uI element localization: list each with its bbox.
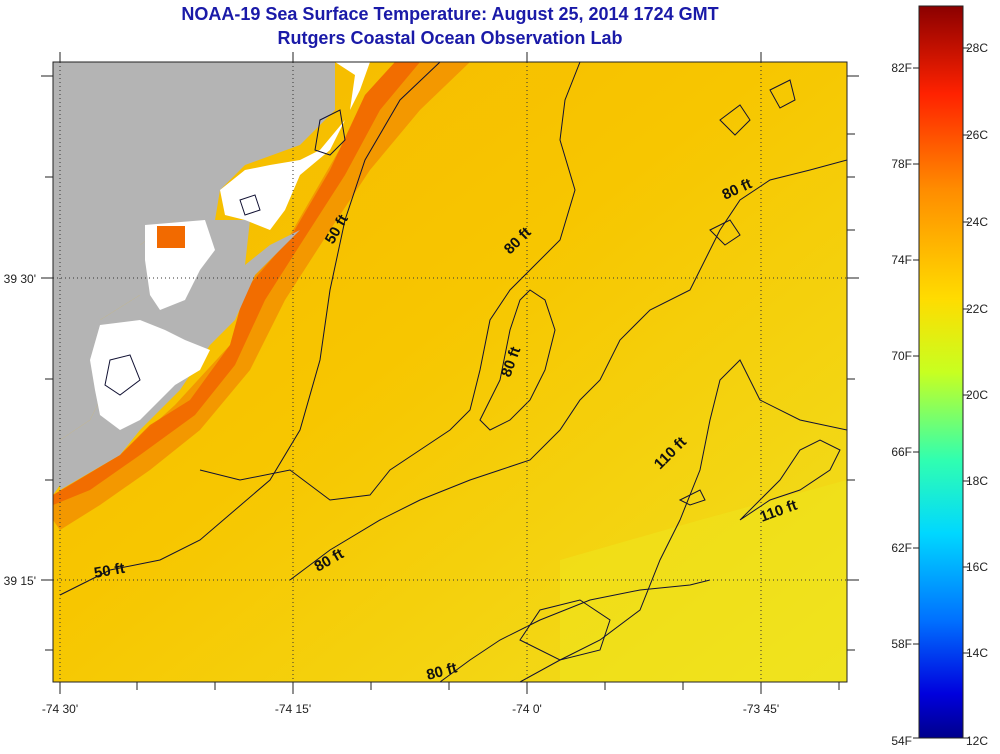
colorbar-c-label: 26C xyxy=(966,128,988,142)
graticule xyxy=(53,62,847,682)
contour-label-50ft-south: 50 ft xyxy=(93,560,126,582)
contour-label-80ft-south: 80 ft xyxy=(425,659,459,683)
warm-inlet-patch xyxy=(157,226,185,248)
colorbar-c-label: 24C xyxy=(966,215,988,229)
colorbar-gradient xyxy=(918,5,964,739)
colorbar-f-label: 78F xyxy=(891,157,912,171)
contour-small-d xyxy=(769,79,796,109)
x-tick-label: -74 0' xyxy=(512,702,542,716)
contour-110ft-a xyxy=(519,359,847,682)
x-tick-label: -74 30' xyxy=(42,702,78,716)
colorbar-c-label: 22C xyxy=(966,302,988,316)
contour-small-c xyxy=(719,104,751,136)
axis-ticks xyxy=(41,52,859,694)
coast-outline-a xyxy=(239,194,261,216)
contour-80ft-loop xyxy=(479,289,556,431)
no-data-bay-south xyxy=(90,320,210,430)
colorbar-c-label: 16C xyxy=(966,560,988,574)
contour-80ft-a xyxy=(199,62,581,501)
contour-80ft-b xyxy=(289,159,847,581)
contour-small-b xyxy=(709,219,741,246)
depth-contours xyxy=(59,62,847,682)
y-tick-label: 39 15' xyxy=(4,574,36,588)
colorbar-f-label: 62F xyxy=(891,541,912,555)
colorbar-c-label: 12C xyxy=(966,734,988,748)
colorbar-f-label: 82F xyxy=(891,61,912,75)
colorbar-f-label: 58F xyxy=(891,637,912,651)
map-frame xyxy=(52,61,848,683)
contour-small-e xyxy=(519,599,611,661)
no-data-bay-north xyxy=(220,62,370,230)
colorbar-c-label: 14C xyxy=(966,646,988,660)
colorbar-c-label: 28C xyxy=(966,41,988,55)
map-title: NOAA-19 Sea Surface Temperature: August … xyxy=(181,4,719,24)
colorbar-f-label: 54F xyxy=(891,734,912,748)
contour-50ft xyxy=(59,62,441,596)
contour-small-a xyxy=(678,489,706,506)
cool-patch xyxy=(560,480,847,682)
colorbar-f-label: 70F xyxy=(891,349,912,363)
land-area xyxy=(53,62,335,495)
colorbar: 82F 78F 74F 70F 66F 62F 58F 54F 28C 26C … xyxy=(891,5,988,748)
colorbar-c-label: 18C xyxy=(966,474,988,488)
map-subtitle: Rutgers Coastal Ocean Observation Lab xyxy=(277,28,623,48)
coast-outline-c xyxy=(104,354,141,396)
y-tick-label: 39 30' xyxy=(4,272,36,286)
coast-outline-b xyxy=(314,109,346,156)
x-tick-label: -74 15' xyxy=(275,702,311,716)
colorbar-c-label: 20C xyxy=(966,388,988,402)
map-plot-area: 50 ft 50 ft 80 ft 80 ft 80 ft 80 ft 80 f… xyxy=(53,62,847,683)
x-tick-label: -73 45' xyxy=(743,702,779,716)
contour-80ft-c xyxy=(439,579,711,682)
contour-110ft-b xyxy=(739,439,841,521)
colorbar-f-label: 74F xyxy=(891,253,912,267)
colorbar-f-label: 66F xyxy=(891,445,912,459)
